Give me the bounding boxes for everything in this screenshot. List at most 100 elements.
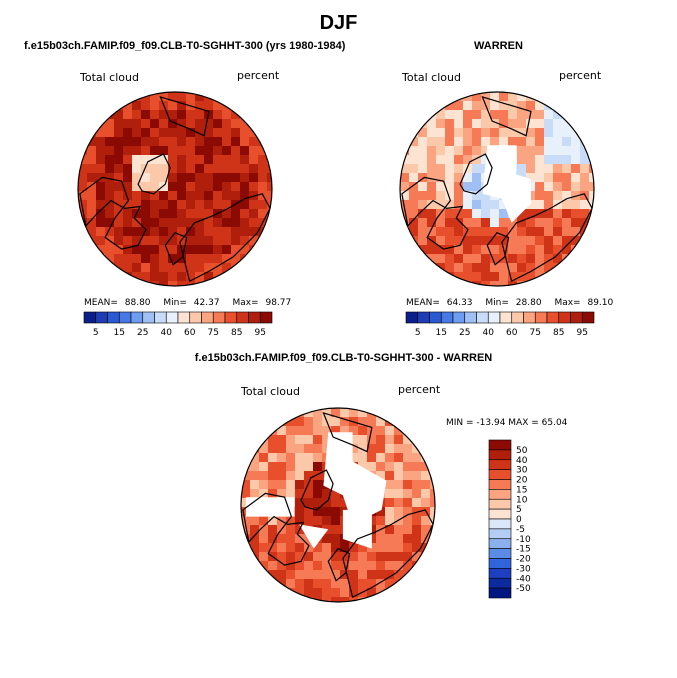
obs-colorbar-box [581, 311, 595, 324]
diff-colorbar-tick: -20 [516, 555, 531, 565]
model-colorbar-box [248, 311, 261, 324]
model-colorbar-box [177, 311, 191, 324]
model-variable-label: Total cloud [80, 71, 139, 84]
diff-colorbar-box [488, 479, 512, 490]
model-map-group [77, 91, 273, 287]
obs-colorbar-tick: 15 [436, 328, 447, 338]
obs-colorbar-box [487, 311, 501, 324]
model-colorbar-box [165, 311, 179, 324]
model-min-label: Min= [163, 298, 187, 308]
obs-min-value: 28.80 [515, 298, 542, 308]
obs-colorbar-box [499, 311, 513, 324]
diff-colorbar-tick: -40 [516, 574, 531, 584]
model-colorbar-tick: 40 [161, 328, 173, 338]
diff-colorbar-box [488, 577, 512, 589]
obs-coastline [501, 193, 593, 282]
obs-colorbar-box [511, 311, 524, 324]
obs-colorbar-tick: 25 [459, 328, 470, 338]
obs-colorbar-box [476, 311, 489, 324]
obs-colorbar-tick: 75 [530, 328, 541, 338]
model-colorbar-tick: 15 [114, 328, 125, 338]
obs-map-boundary [399, 91, 595, 287]
model-max-label: Max= [232, 298, 259, 308]
obs-coastline [401, 176, 469, 250]
main-title: DJF [319, 12, 358, 34]
obs-mean-label: MEAN= [406, 298, 440, 308]
obs-stats: MEAN= 64.33 Min= 28.80 Max= 89.10 [406, 298, 613, 308]
diff-missing-region [245, 497, 295, 517]
diff-colorbar-tick: 50 [516, 446, 528, 456]
model-min-value: 42.37 [193, 298, 220, 308]
diff-colorbar-box [488, 459, 512, 470]
obs-mean-value: 64.33 [446, 298, 473, 308]
diff-colorbar-tick: -15 [516, 545, 531, 555]
diff-variable-label: Total cloud [241, 385, 300, 398]
obs-max-value: 89.10 [587, 298, 614, 308]
diff-missing-region [299, 524, 329, 549]
model-colorbar-tick: 75 [208, 328, 219, 338]
diff-colorbar-box [488, 469, 512, 480]
diff-colorbar-box [488, 508, 512, 520]
model-map-boundary [77, 91, 273, 287]
model-colorbar-box [107, 311, 120, 324]
obs-map-group [399, 91, 595, 287]
obs-colorbar-tick: 95 [577, 328, 588, 338]
obs-colorbar-box [558, 311, 571, 324]
diff-colorbar-tick: 40 [516, 456, 528, 466]
diff-missing-region [342, 509, 372, 549]
diff-colorbar-tick: -10 [516, 535, 531, 545]
obs-coastline [486, 231, 510, 266]
diff-coastline [242, 492, 310, 566]
model-colorbar-box [154, 311, 167, 324]
obs-colorbar-box [452, 311, 466, 324]
model-coastline [79, 176, 147, 250]
model-colorbar-box [224, 311, 238, 324]
model-stats: MEAN= 88.80 Min= 42.37 Max= 98.77 [84, 298, 291, 308]
diff-colorbar-box [488, 558, 512, 569]
model-colorbar-box [212, 311, 226, 324]
model-colorbar-tick: 85 [231, 328, 242, 338]
obs-colorbar-box [405, 311, 419, 324]
model-panel-title: f.e15b03ch.FAMIP.f09_f09.CLB-T0-SGHHT-30… [24, 40, 346, 52]
obs-colorbar-box [429, 311, 442, 324]
model-colorbar-box [189, 311, 202, 324]
diff-coastline [342, 509, 434, 598]
diff-colorbar-tick: 0 [516, 515, 522, 525]
diff-colorbar-box [488, 528, 512, 540]
diff-colorbar-tick: 30 [516, 466, 528, 476]
model-mean-value: 88.80 [124, 298, 151, 308]
obs-colorbar-box [570, 311, 583, 324]
diff-colorbar-tick: 15 [516, 485, 527, 495]
model-colorbar-tick: 5 [93, 328, 99, 338]
diff-colorbar-tick: -5 [516, 525, 525, 535]
diff-panel-title: f.e15b03ch.FAMIP.f09_f09.CLB-T0-SGHHT-30… [194, 352, 493, 364]
obs-max-label: Max= [554, 298, 581, 308]
obs-colorbar-box [464, 311, 477, 324]
model-coastline [159, 95, 210, 137]
model-colorbar-box [130, 311, 144, 324]
obs-colorbar-tick: 85 [553, 328, 564, 338]
diff-colorbar-box [488, 449, 512, 461]
diff-colorbar-box [488, 489, 512, 500]
diff-colorbar-box [488, 568, 512, 579]
diff-coastline [300, 469, 334, 511]
obs-units-label: percent [559, 69, 602, 82]
diff-colorbar-tick: -50 [516, 584, 531, 594]
diff-map-boundary [240, 407, 436, 603]
diff-colorbar-box [488, 498, 512, 510]
diff-map-group [240, 407, 436, 603]
diff-colorbar-box [488, 538, 512, 549]
obs-colorbar-box [534, 311, 548, 324]
diff-minmax-text: MIN = -13.94 MAX = 65.04 [446, 418, 568, 428]
model-colorbar-box [95, 311, 108, 324]
diff-coastline [322, 411, 373, 453]
model-colorbar-tick: 25 [137, 328, 148, 338]
model-coastline [137, 153, 171, 195]
model-units-label: percent [237, 69, 280, 82]
obs-panel-title: WARREN [474, 40, 523, 52]
obs-min-label: Min= [485, 298, 509, 308]
diff-colorbar-box [488, 587, 512, 599]
obs-colorbar-box [546, 311, 560, 324]
diff-missing-region [323, 432, 387, 525]
model-colorbar-box [259, 311, 273, 324]
